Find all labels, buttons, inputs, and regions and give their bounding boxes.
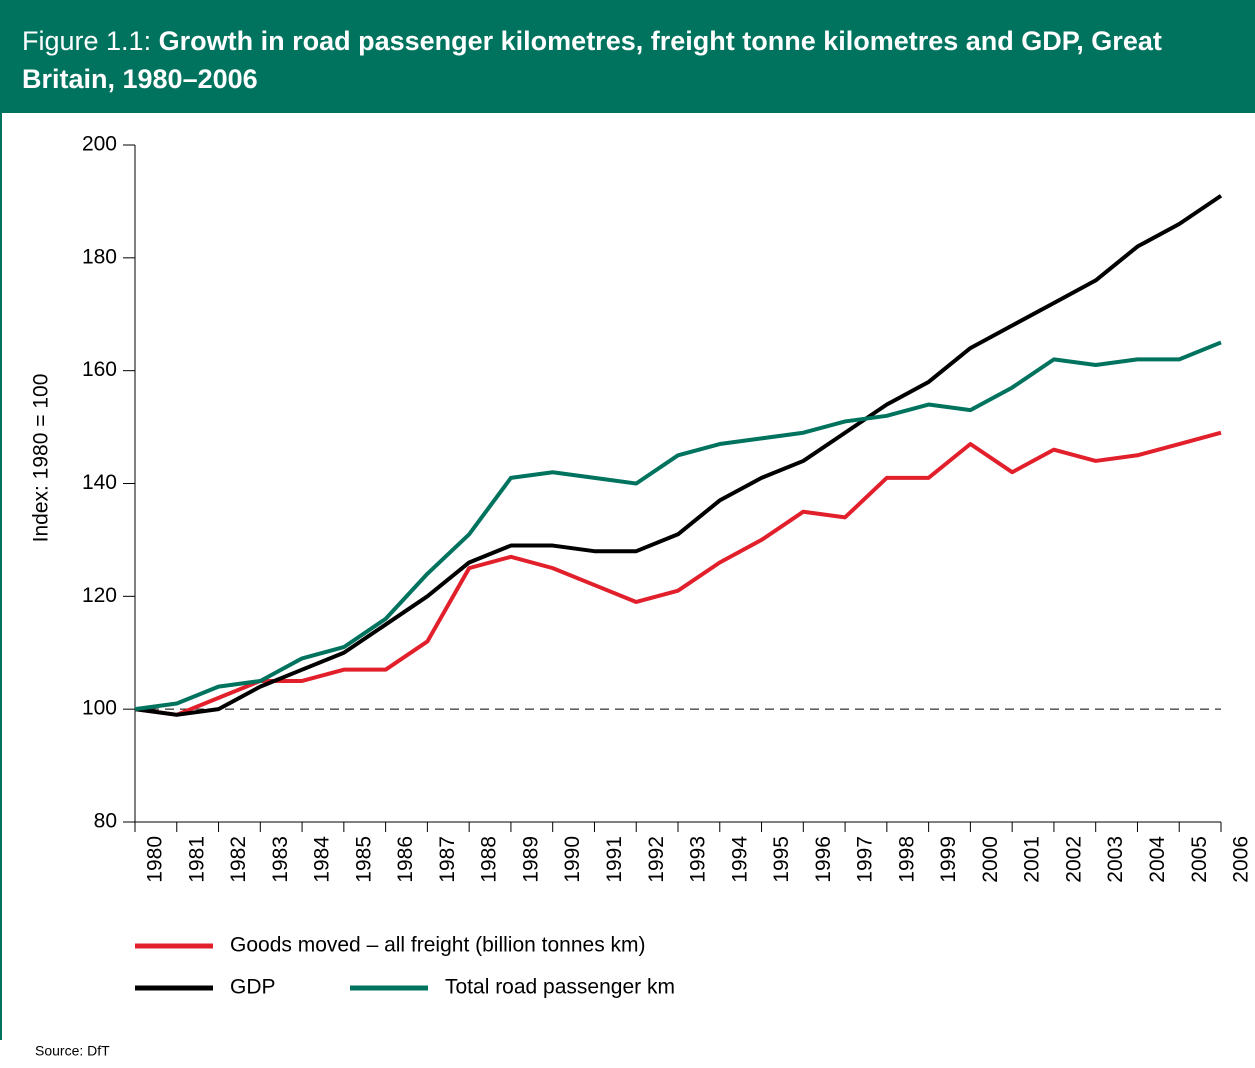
chart-title: Growth in road passenger kilometres, fre…: [22, 26, 1162, 94]
y-axis-label: Index: 1980 = 100: [30, 374, 53, 543]
series-line: [134, 340, 1222, 712]
series-line: [134, 194, 1223, 717]
header: Figure 1.1: Growth in road passenger kil…: [0, 0, 1255, 113]
x-tick-label: 1981: [185, 836, 208, 883]
source: Source: DfT: [35, 1043, 110, 1059]
x-tick-label: 1993: [687, 836, 710, 883]
x-tick-label: 1997: [854, 836, 877, 883]
y-tick-label: 120: [82, 584, 117, 607]
y-tick-label: 140: [82, 471, 117, 494]
x-tick-label: 1995: [770, 836, 793, 883]
x-tick-label: 1998: [895, 836, 918, 883]
x-tick-label: 1994: [728, 836, 751, 883]
y-tick-label: 80: [94, 810, 117, 833]
x-tick-label: 2001: [1021, 836, 1044, 883]
legend-label: GDP: [230, 976, 276, 999]
x-tick-label: 1986: [394, 836, 417, 883]
series-line: [134, 430, 1222, 717]
x-tick-label: 1982: [227, 836, 250, 883]
legend-label: Goods moved – all freight (billion tonne…: [230, 934, 646, 957]
x-tick-label: 1987: [436, 836, 459, 883]
x-tick-label: 2005: [1188, 836, 1211, 883]
title-prefix: Figure 1.1:: [22, 26, 152, 56]
y-tick-label: 160: [82, 358, 117, 381]
x-tick-label: 2004: [1146, 836, 1169, 883]
x-tick-label: 1984: [311, 836, 334, 883]
y-tick-label: 180: [82, 245, 117, 268]
x-tick-label: 1992: [645, 836, 668, 883]
x-tick-label: 2002: [1062, 836, 1085, 883]
x-tick-label: 1991: [603, 836, 626, 883]
x-tick-label: 1989: [519, 836, 542, 883]
x-tick-label: 1988: [478, 836, 501, 883]
legend-label: Total road passenger km: [445, 976, 675, 999]
x-tick-label: 1980: [144, 836, 167, 883]
y-tick-label: 200: [82, 133, 117, 156]
y-tick-label: 100: [82, 697, 117, 720]
x-tick-label: 1999: [937, 836, 960, 883]
x-tick-label: 1983: [269, 836, 292, 883]
x-tick-label: 1985: [352, 836, 375, 883]
x-tick-label: 1996: [812, 836, 835, 883]
x-tick-label: 1990: [561, 836, 584, 883]
x-tick-label: 2000: [979, 836, 1002, 883]
x-tick-label: 2003: [1104, 836, 1127, 883]
x-tick-label: 2006: [1230, 836, 1253, 883]
